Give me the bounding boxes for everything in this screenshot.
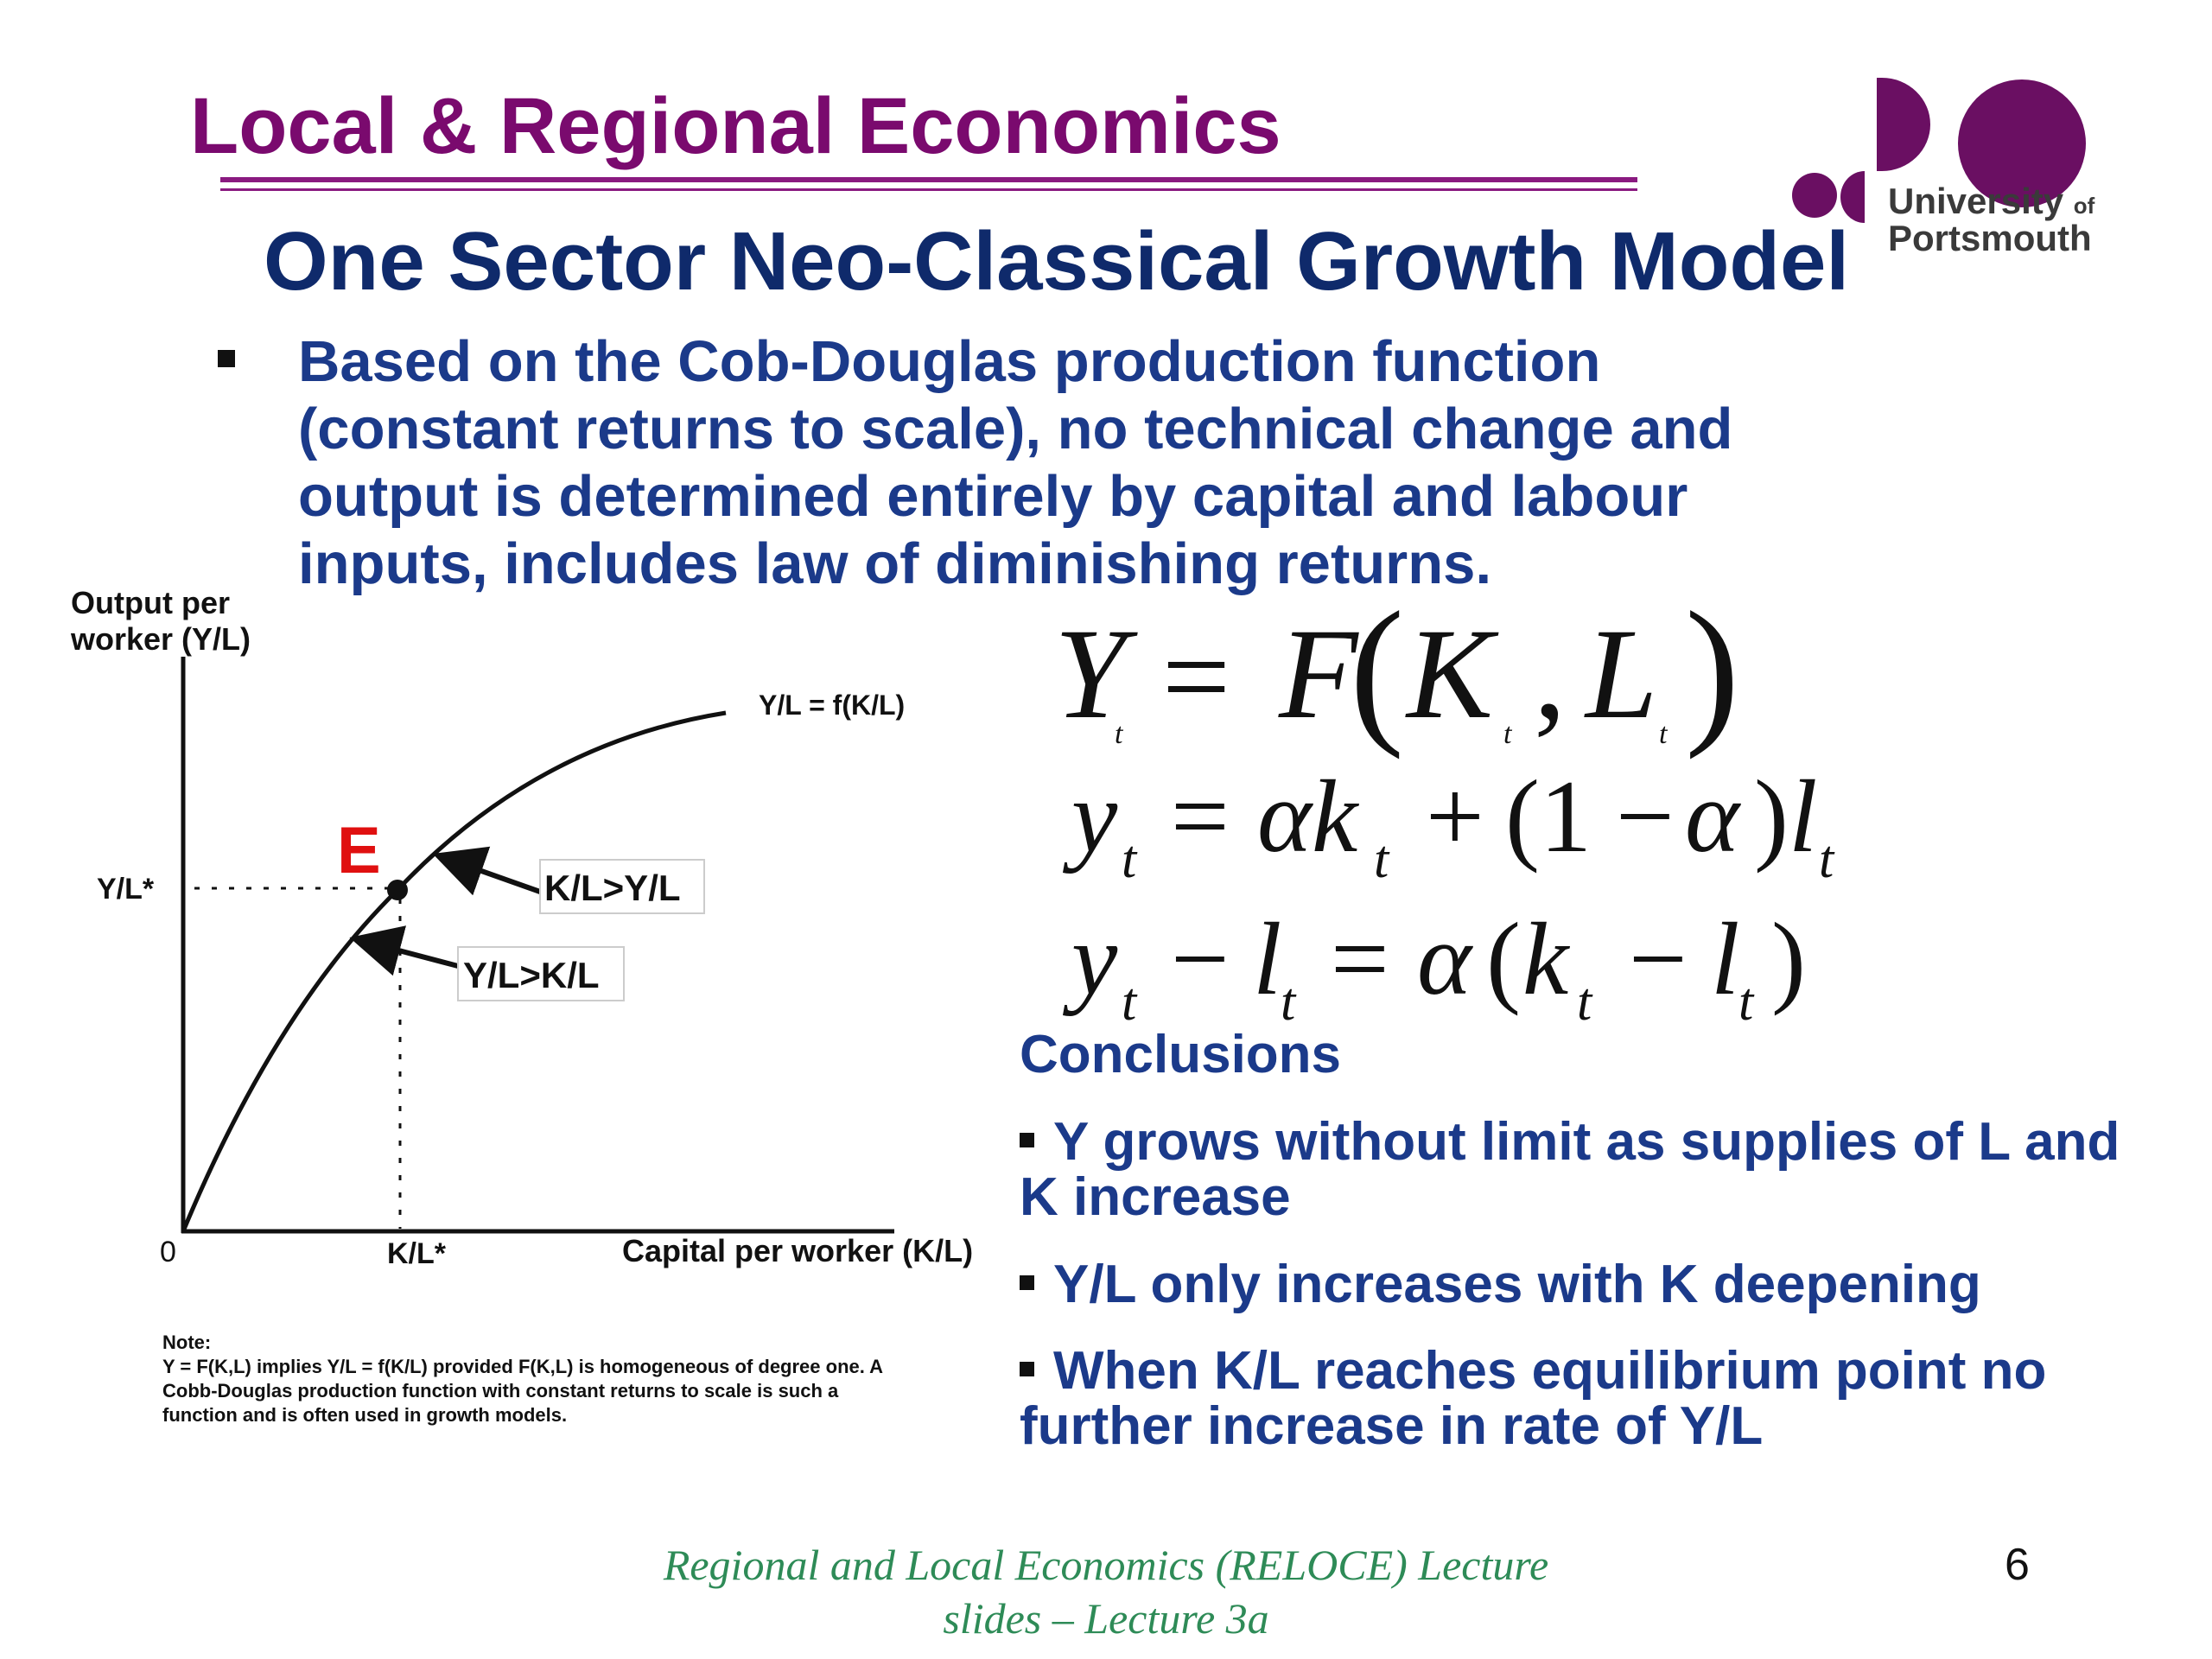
conclusion-item: Y/L only increases with K deepening [1020, 1257, 2195, 1313]
bullet-marker [1020, 1275, 1034, 1291]
svg-text:=: = [1171, 759, 1230, 874]
y-axis-label: worker (Y/L) [70, 621, 251, 657]
svg-text:y: y [1062, 901, 1118, 1016]
svg-text:K: K [1405, 602, 1499, 746]
svg-text:t: t [1374, 830, 1390, 889]
svg-text:F: F [1278, 602, 1359, 746]
svg-text:(1: (1 [1505, 759, 1592, 874]
bullet-marker [1020, 1362, 1034, 1377]
svg-text:t: t [1577, 973, 1593, 1032]
y-axis-label: Output per [71, 585, 230, 620]
logo-text-university: University of [1888, 181, 2095, 221]
course-title: Local & Regional Economics [190, 82, 1281, 170]
origin-label: 0 [160, 1236, 176, 1268]
svg-text:α: α [1685, 759, 1741, 874]
header-rule-thin [220, 188, 1637, 191]
annotation-lower-box [457, 946, 625, 1001]
svg-text:l: l [1789, 759, 1817, 874]
svg-text:αk: αk [1257, 759, 1360, 874]
intro-line: output is determined entirely by capital… [298, 464, 1688, 529]
logo-d-shape [1877, 78, 1930, 171]
svg-text:−: − [1629, 901, 1688, 1016]
equilibrium-label: E [337, 814, 381, 887]
equilibrium-point [387, 880, 408, 900]
equations: Y t = F ( K t , L t ) y t = αk t + (1 − … [1054, 588, 1835, 1032]
annotation-lower-arrow [349, 925, 459, 976]
annotation-lower-text: Y/L>K/L [463, 955, 600, 995]
intro-line: inputs, includes law of diminishing retu… [298, 531, 1492, 596]
svg-text:l: l [1711, 901, 1739, 1016]
conclusion-text: further increase in rate of Y/L [1020, 1396, 1764, 1456]
header-rule [220, 177, 1637, 182]
equation-1: Y t = F ( K t , L t ) [1054, 588, 1739, 760]
logo-text-portsmouth: Portsmouth [1888, 218, 2092, 258]
footer-line: Regional and Local Economics (RELOCE) Le… [663, 1541, 1549, 1589]
equation-2: y t = αk t + (1 − α ) l t [1062, 759, 1835, 889]
equation-3: y t − l t = α ( k t − l t ) [1062, 901, 1806, 1032]
svg-text:−: − [1171, 901, 1230, 1016]
y-star-label: Y/L* [97, 873, 155, 906]
logo-dot-small [1792, 173, 1837, 218]
svg-text:(: ( [1486, 901, 1521, 1016]
conclusion-item: When K/L reaches equilibrium point no fu… [1020, 1344, 2195, 1454]
svg-text:t: t [1819, 830, 1835, 889]
svg-text:): ) [1754, 759, 1789, 874]
svg-text:t: t [1503, 718, 1513, 750]
logo-dot-large [1958, 79, 2086, 207]
logo-half-disc-small [1840, 171, 1865, 223]
conclusion-text: Y/L only increases with K deepening [1053, 1255, 1981, 1314]
page-number: 6 [2005, 1540, 2030, 1590]
svg-text:): ) [1685, 588, 1739, 760]
annotation-upper-text: K/L>Y/L [544, 868, 681, 908]
svg-text:k: k [1522, 901, 1571, 1016]
slide-footer: Regional and Local Economics (RELOCE) Le… [0, 1538, 2212, 1645]
svg-text:(: ( [1350, 588, 1404, 760]
svg-text:=: = [1162, 610, 1230, 744]
conclusion-text: K increase [1020, 1167, 1291, 1227]
x-axis-label: Capital per worker (K/L) [622, 1233, 973, 1268]
university-logo [1792, 78, 2086, 223]
svg-text:+: + [1426, 759, 1484, 874]
footer-line: slides – Lecture 3a [943, 1594, 1269, 1643]
svg-text:t: t [1738, 973, 1755, 1032]
note-line: Y = F(K,L) implies Y/L = f(K/L) provided… [162, 1356, 884, 1377]
svg-text:l: l [1253, 901, 1281, 1016]
bullet-marker [218, 350, 235, 367]
conclusion-text: When K/L reaches equilibrium point no [1053, 1341, 2047, 1401]
svg-text:t: t [1659, 718, 1669, 750]
svg-text:Y: Y [1054, 602, 1138, 746]
svg-text:y: y [1062, 759, 1118, 874]
svg-text:t: t [1122, 830, 1138, 889]
svg-text:t: t [1122, 973, 1138, 1032]
intro-paragraph: Based on the Cob-Douglas production func… [298, 328, 1871, 598]
svg-text:,: , [1534, 602, 1567, 746]
conclusion-text: Y grows without limit as supplies of L a… [1053, 1112, 2120, 1172]
svg-text:): ) [1771, 901, 1806, 1016]
intro-line: Based on the Cob-Douglas production func… [298, 329, 1601, 394]
svg-text:−: − [1616, 759, 1675, 874]
bullet-marker [1020, 1133, 1034, 1148]
growth-diagram: Output per worker (Y/L) 0 Capital per wo… [70, 585, 973, 1270]
note-heading: Note: [162, 1332, 212, 1353]
svg-text:=: = [1331, 901, 1389, 1016]
svg-text:t: t [1115, 718, 1124, 750]
conclusions-heading: Conclusions [1020, 1025, 1342, 1084]
annotation-upper-arrow [432, 846, 542, 896]
note-line: function and is often used in growth mod… [162, 1404, 568, 1426]
svg-text:L: L [1584, 602, 1657, 746]
curve-label: Y/L = f(K/L) [759, 690, 905, 721]
x-star-label: K/L* [387, 1237, 447, 1270]
intro-line: (constant returns to scale), no technica… [298, 397, 1733, 461]
slide-title: One Sector Neo-Classical Growth Model [264, 215, 1850, 308]
diagram-note: Note: Y = F(K,L) implies Y/L = f(K/L) pr… [162, 1331, 992, 1427]
svg-text:α: α [1417, 901, 1473, 1016]
svg-text:t: t [1281, 973, 1297, 1032]
note-line: Cobb-Douglas production function with co… [162, 1380, 839, 1402]
production-curve [181, 710, 727, 1232]
conclusion-item: Y grows without limit as supplies of L a… [1020, 1115, 2195, 1225]
annotation-upper-box [539, 859, 705, 914]
